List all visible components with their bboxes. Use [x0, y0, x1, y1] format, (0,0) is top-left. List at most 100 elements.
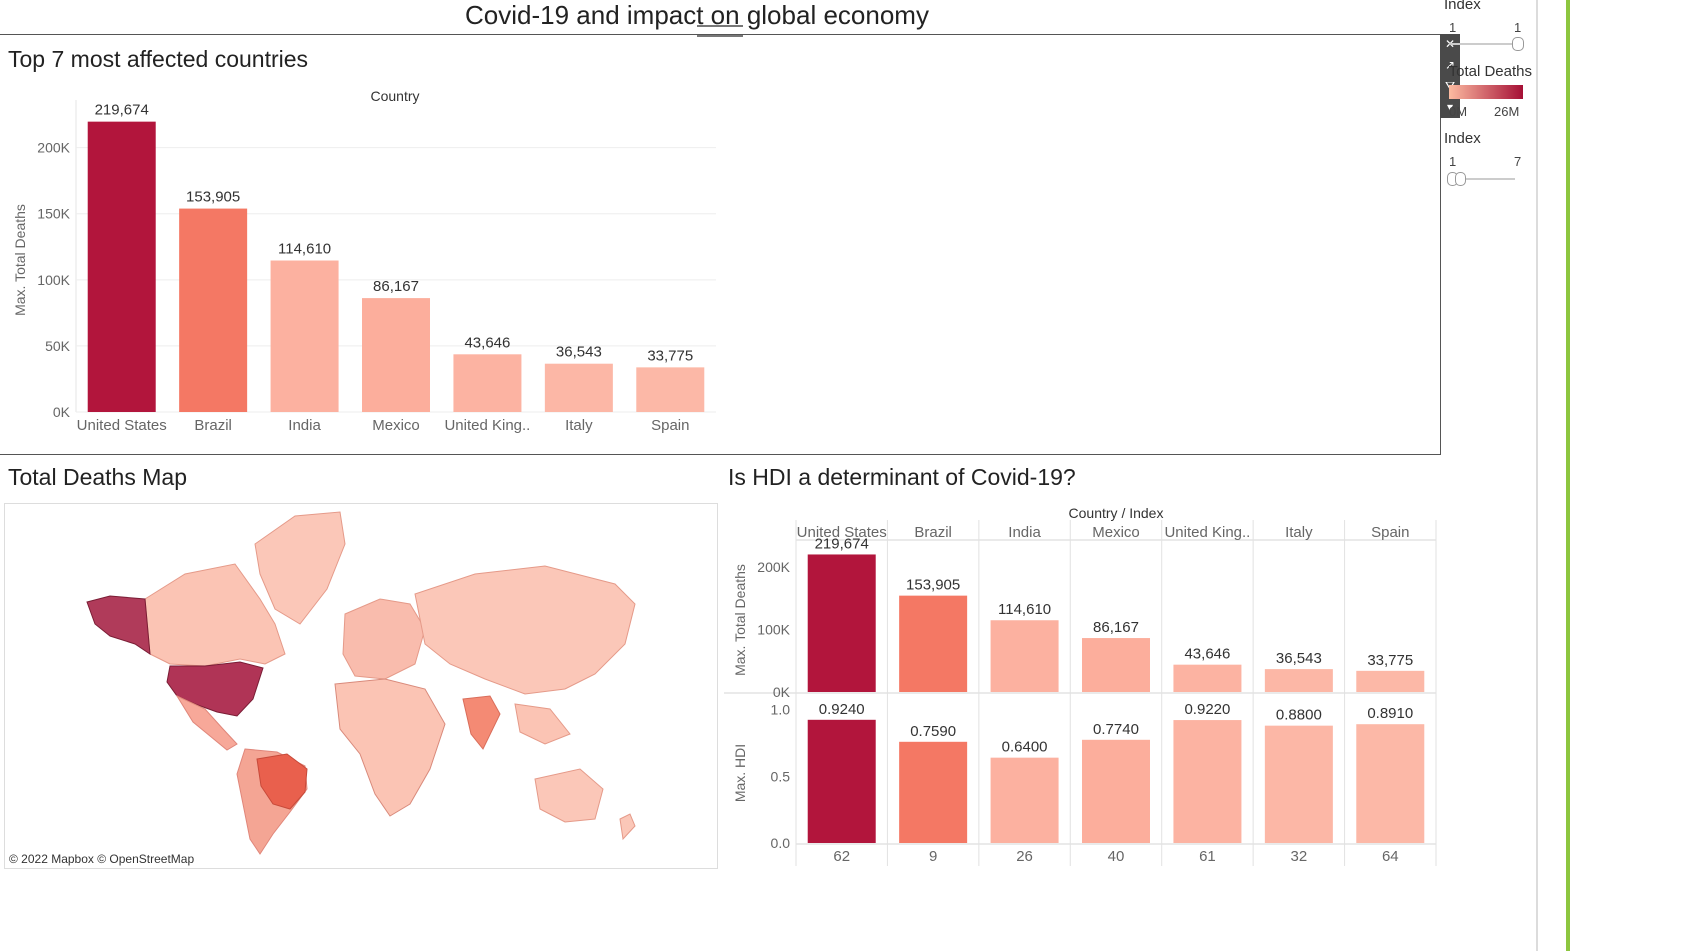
- bar: [1264, 725, 1333, 843]
- bar: [179, 208, 248, 412]
- y-tick-label: 1.0: [771, 702, 791, 718]
- y-tick-label: 200K: [757, 559, 790, 575]
- bar-value-label: 33,775: [647, 347, 693, 364]
- category-header: Spain: [1371, 524, 1409, 541]
- bar: [807, 554, 876, 692]
- map-canada: [144, 563, 286, 667]
- y-tick-label: 100K: [757, 621, 790, 637]
- bar-value-label: 0.7740: [1093, 721, 1139, 738]
- more-icon[interactable]: ▾: [1446, 100, 1454, 114]
- dashboard-title: Covid-19 and impact on global economy: [465, 0, 929, 30]
- bar: [807, 719, 876, 843]
- map-usa: [166, 661, 264, 717]
- index-label: 9: [929, 848, 937, 865]
- bar: [899, 741, 968, 843]
- bar-value-label: 114,610: [278, 241, 331, 258]
- map-se-asia: [514, 703, 571, 745]
- top-sheet-frame[interactable]: [0, 34, 1441, 455]
- color-legend-max: 26M: [1494, 104, 1520, 119]
- category-label: United States: [77, 417, 167, 434]
- category-header: Italy: [1285, 524, 1313, 541]
- bar: [1173, 664, 1242, 692]
- bar: [636, 367, 705, 412]
- color-legend-ramp: [1449, 85, 1523, 99]
- top-chart-header: Country: [370, 88, 419, 104]
- total-deaths-map[interactable]: © 2022 Mapbox © OpenStreetMap: [4, 503, 718, 869]
- bar: [990, 757, 1059, 843]
- category-header: Brazil: [914, 524, 952, 541]
- index-label: 40: [1108, 848, 1125, 865]
- bar-value-label: 219,674: [95, 102, 149, 119]
- bar-value-label: 114,610: [998, 601, 1051, 618]
- bar: [1082, 739, 1150, 843]
- map-mexico: [175, 694, 238, 751]
- map-new-zealand: [619, 813, 636, 841]
- bar-value-label: 43,646: [1184, 646, 1230, 663]
- category-header: India: [1008, 524, 1041, 541]
- map-africa: [334, 678, 446, 817]
- map-shapes: [86, 511, 636, 855]
- panel-divider: [1536, 0, 1538, 951]
- edge-accent: [1566, 0, 1570, 951]
- bar: [270, 260, 339, 412]
- index-filter-1-min: 1: [1449, 20, 1457, 35]
- bar: [87, 121, 156, 412]
- popout-icon[interactable]: ↗: [1444, 58, 1456, 72]
- top-bar-chart: Country 0K 50K 100K 150K 200K Max. Total Death…: [12, 88, 716, 434]
- index-filter-2-slider[interactable]: [1449, 178, 1515, 180]
- y-axis-label: Max. Total Deaths: [732, 564, 748, 676]
- bar-value-label: 33,775: [1367, 652, 1413, 669]
- index-filter-2-title: Index: [1444, 130, 1481, 147]
- index-filter-2-handle-right[interactable]: [1455, 172, 1466, 186]
- bar-value-label: 86,167: [373, 278, 419, 295]
- bar: [1356, 670, 1425, 692]
- hdi-chart-title: Is HDI a determinant of Covid-19?: [728, 464, 1076, 490]
- map-greenland: [254, 511, 346, 625]
- map-europe: [342, 598, 426, 680]
- y-tick-label: 0K: [773, 684, 791, 700]
- bar-value-label: 0.7590: [910, 723, 956, 740]
- map-alaska: [86, 595, 151, 655]
- map-title: Total Deaths Map: [8, 464, 187, 490]
- y-tick-label: 0.0: [771, 835, 791, 851]
- index-label: 64: [1382, 848, 1399, 865]
- map-australia: [534, 768, 604, 823]
- map-attribution[interactable]: © 2022 Mapbox © OpenStreetMap: [9, 852, 195, 866]
- bar-value-label: 0.9240: [819, 701, 865, 718]
- bar: [544, 363, 613, 412]
- index-filter-2-min: 1: [1449, 154, 1457, 169]
- bar-value-label: 36,543: [556, 344, 602, 361]
- bar-value-label: 36,543: [1276, 650, 1322, 667]
- category-label: India: [288, 417, 321, 434]
- index-label: 62: [833, 848, 850, 865]
- index-label: 61: [1199, 848, 1216, 865]
- category-label: United King..: [444, 417, 530, 434]
- y-axis-label: Max. Total Deaths: [12, 204, 28, 316]
- y-tick-label: 150K: [37, 206, 70, 222]
- bar-value-label: 0.8800: [1276, 707, 1322, 724]
- bar-value-label: 0.6400: [1002, 739, 1048, 756]
- bar: [453, 354, 522, 412]
- y-tick-label: 0K: [53, 404, 71, 420]
- bar-value-label: 0.8910: [1367, 705, 1413, 722]
- y-tick-label: 200K: [37, 140, 70, 156]
- index-label: 26: [1016, 848, 1033, 865]
- color-legend-min: 0M: [1449, 104, 1468, 119]
- category-label: Italy: [565, 417, 593, 434]
- map-asia: [414, 565, 636, 695]
- y-axis-label: Max. HDI: [732, 744, 748, 802]
- category-header: United States: [797, 524, 887, 541]
- index-label: 32: [1291, 848, 1308, 865]
- drag-handle-icon[interactable]: [697, 25, 743, 37]
- index-filter-1-handle[interactable]: [1512, 37, 1524, 51]
- hdi-header: Country / Index: [1069, 505, 1164, 521]
- index-filter-1-slider[interactable]: [1449, 43, 1519, 45]
- bar-value-label: 86,167: [1093, 619, 1139, 636]
- top-chart-title: Top 7 most affected countries: [8, 46, 309, 72]
- y-tick-label: 50K: [45, 338, 71, 354]
- index-filter-2-max: 7: [1514, 154, 1522, 169]
- bar: [1356, 724, 1425, 843]
- category-label: Mexico: [372, 417, 420, 434]
- category-label: Brazil: [194, 417, 232, 434]
- y-tick-label: 0.5: [771, 768, 791, 784]
